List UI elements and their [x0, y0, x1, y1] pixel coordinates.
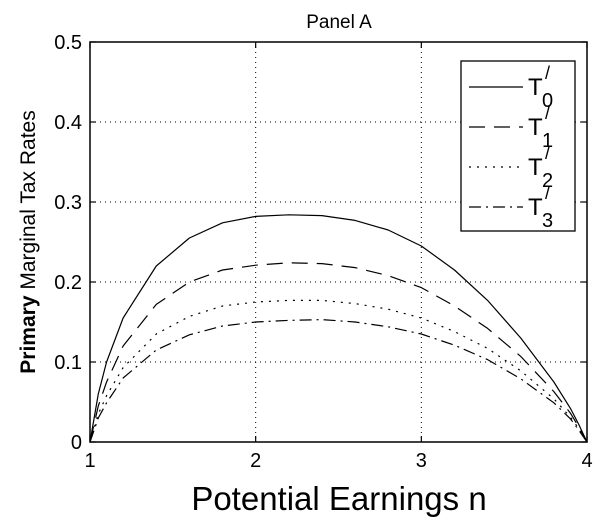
plot-area-frame	[89, 41, 588, 443]
y-tick-label: 0.3	[54, 192, 82, 214]
legend-box	[460, 60, 576, 232]
legend-label-t0: T	[528, 74, 543, 101]
y-tick-label: 0	[71, 432, 82, 454]
legend-label-t2: T	[528, 154, 543, 181]
y-tick-label: 0.4	[54, 112, 82, 134]
x-tick-label: 2	[250, 450, 261, 472]
series-line-t3	[89, 319, 588, 443]
legend-prime-mark: /	[545, 103, 550, 123]
series-line-t0	[89, 214, 588, 443]
legend-label-t3: T	[528, 194, 543, 221]
x-tick-label: 1	[84, 450, 95, 472]
y-axis-label-bold: Primary	[17, 295, 40, 374]
legend-subscript-t3: 3	[542, 210, 553, 232]
y-tick-label: 0.5	[54, 32, 82, 54]
y-axis-label: Primary Marginal Tax Rates	[17, 110, 40, 373]
legend-items: T/0T/1T/2T/3	[469, 63, 553, 232]
legend-subscript-t2: 2	[542, 170, 553, 192]
y-tick-label: 0.1	[54, 352, 82, 374]
chart-title: Panel A	[306, 12, 372, 33]
x-axis-label: Potential Earnings n	[191, 480, 486, 517]
x-tick-label: 3	[416, 450, 427, 472]
legend-prime-mark: /	[545, 143, 550, 163]
legend-subscript-t0: 0	[542, 90, 553, 112]
y-axis-label-rest: Marginal Tax Rates	[17, 110, 40, 289]
legend-subscript-t1: 1	[542, 130, 553, 152]
axis-ticks: 1 2 3 4 0 0.1 0.2 0.3 0.4 0.5	[54, 32, 592, 472]
grid-lines	[90, 42, 587, 442]
legend-prime-mark: /	[545, 63, 550, 83]
series-line-t1	[89, 262, 588, 443]
series-lines	[89, 214, 588, 443]
x-tick-label: 4	[581, 450, 592, 472]
legend-prime-mark: /	[545, 183, 550, 203]
series-line-t2	[89, 299, 588, 443]
legend: T/0T/1T/2T/3	[460, 60, 576, 232]
y-tick-label: 0.2	[54, 272, 82, 294]
legend-label-t1: T	[528, 114, 543, 141]
